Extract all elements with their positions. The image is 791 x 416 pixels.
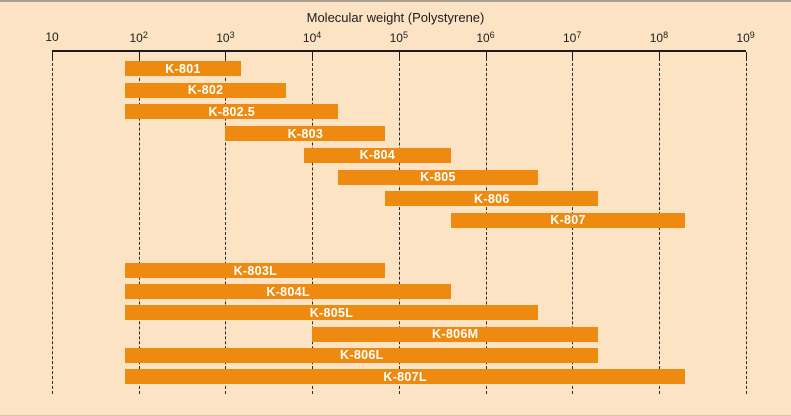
- x-axis-line: [52, 50, 746, 52]
- range-bar-k-804l: K-804L: [125, 284, 451, 300]
- bar-label: K-805: [420, 170, 456, 184]
- x-axis-tick-label: 10: [45, 30, 59, 44]
- bar-label: K-803L: [233, 263, 278, 278]
- vertical-gridline: [138, 58, 140, 394]
- x-axis-tick-label: 106: [476, 30, 495, 45]
- range-bar-k-804: K-804: [303, 147, 451, 163]
- bar-label: K-806L: [340, 348, 384, 363]
- x-axis-tick-mark: [225, 52, 227, 58]
- range-bar-k-806: K-806: [385, 191, 599, 207]
- x-axis-tick-mark: [658, 52, 660, 58]
- range-bar-k-805l: K-805L: [125, 305, 538, 321]
- range-bar-k-803l: K-803L: [125, 263, 386, 278]
- vertical-gridline: [225, 58, 227, 394]
- range-bar-k-806m: K-806M: [312, 326, 599, 342]
- vertical-gridline: [398, 58, 400, 394]
- bar-label: K-801: [165, 61, 201, 76]
- x-axis-tick-mark: [312, 52, 314, 58]
- bar-label: K-802.5: [208, 104, 256, 119]
- vertical-gridline: [52, 58, 53, 394]
- bar-label: K-807L: [383, 369, 427, 384]
- x-axis-tick-label: 109: [736, 30, 755, 45]
- bar-label: K-806: [474, 191, 510, 206]
- x-axis-tick-label: 105: [389, 30, 408, 45]
- x-axis-tick-mark: [485, 52, 487, 58]
- range-bar-k-802.5: K-802.5: [125, 104, 339, 120]
- range-bar-k-801: K-801: [125, 61, 241, 76]
- bar-label: K-804L: [266, 284, 310, 299]
- range-bar-k-803: K-803: [225, 126, 386, 142]
- bar-label: K-805L: [309, 305, 354, 320]
- x-axis-tick-label: 107: [563, 30, 582, 45]
- range-bar-k-806l: K-806L: [125, 347, 599, 363]
- x-axis-tick-mark: [52, 52, 53, 58]
- range-bar-k-805: K-805: [338, 169, 538, 185]
- bar-label: K-804: [359, 148, 396, 163]
- range-bar-k-802: K-802: [125, 82, 286, 98]
- x-axis-tick-mark: [572, 52, 574, 58]
- vertical-gridline: [312, 58, 314, 394]
- x-axis-tick-mark: [745, 52, 747, 58]
- top-edge-line: [0, 0, 791, 2]
- range-bar-k-807: K-807: [450, 212, 685, 228]
- x-axis-tick-mark: [138, 52, 140, 58]
- vertical-gridline: [745, 58, 747, 394]
- bar-label: K-806M: [432, 327, 479, 342]
- bar-label: K-802: [187, 83, 224, 98]
- x-axis-tick-mark: [398, 52, 400, 58]
- bar-label: K-803: [287, 126, 324, 141]
- range-bar-k-807l: K-807L: [125, 369, 685, 384]
- x-axis-tick-label: 102: [129, 30, 148, 45]
- x-axis-tick-label: 108: [649, 30, 669, 45]
- bar-label: K-807: [550, 213, 586, 228]
- chart-title: Molecular weight (Polystyrene): [306, 10, 485, 25]
- x-axis-tick-label: 103: [216, 30, 235, 45]
- x-axis-tick-label: 104: [302, 30, 322, 45]
